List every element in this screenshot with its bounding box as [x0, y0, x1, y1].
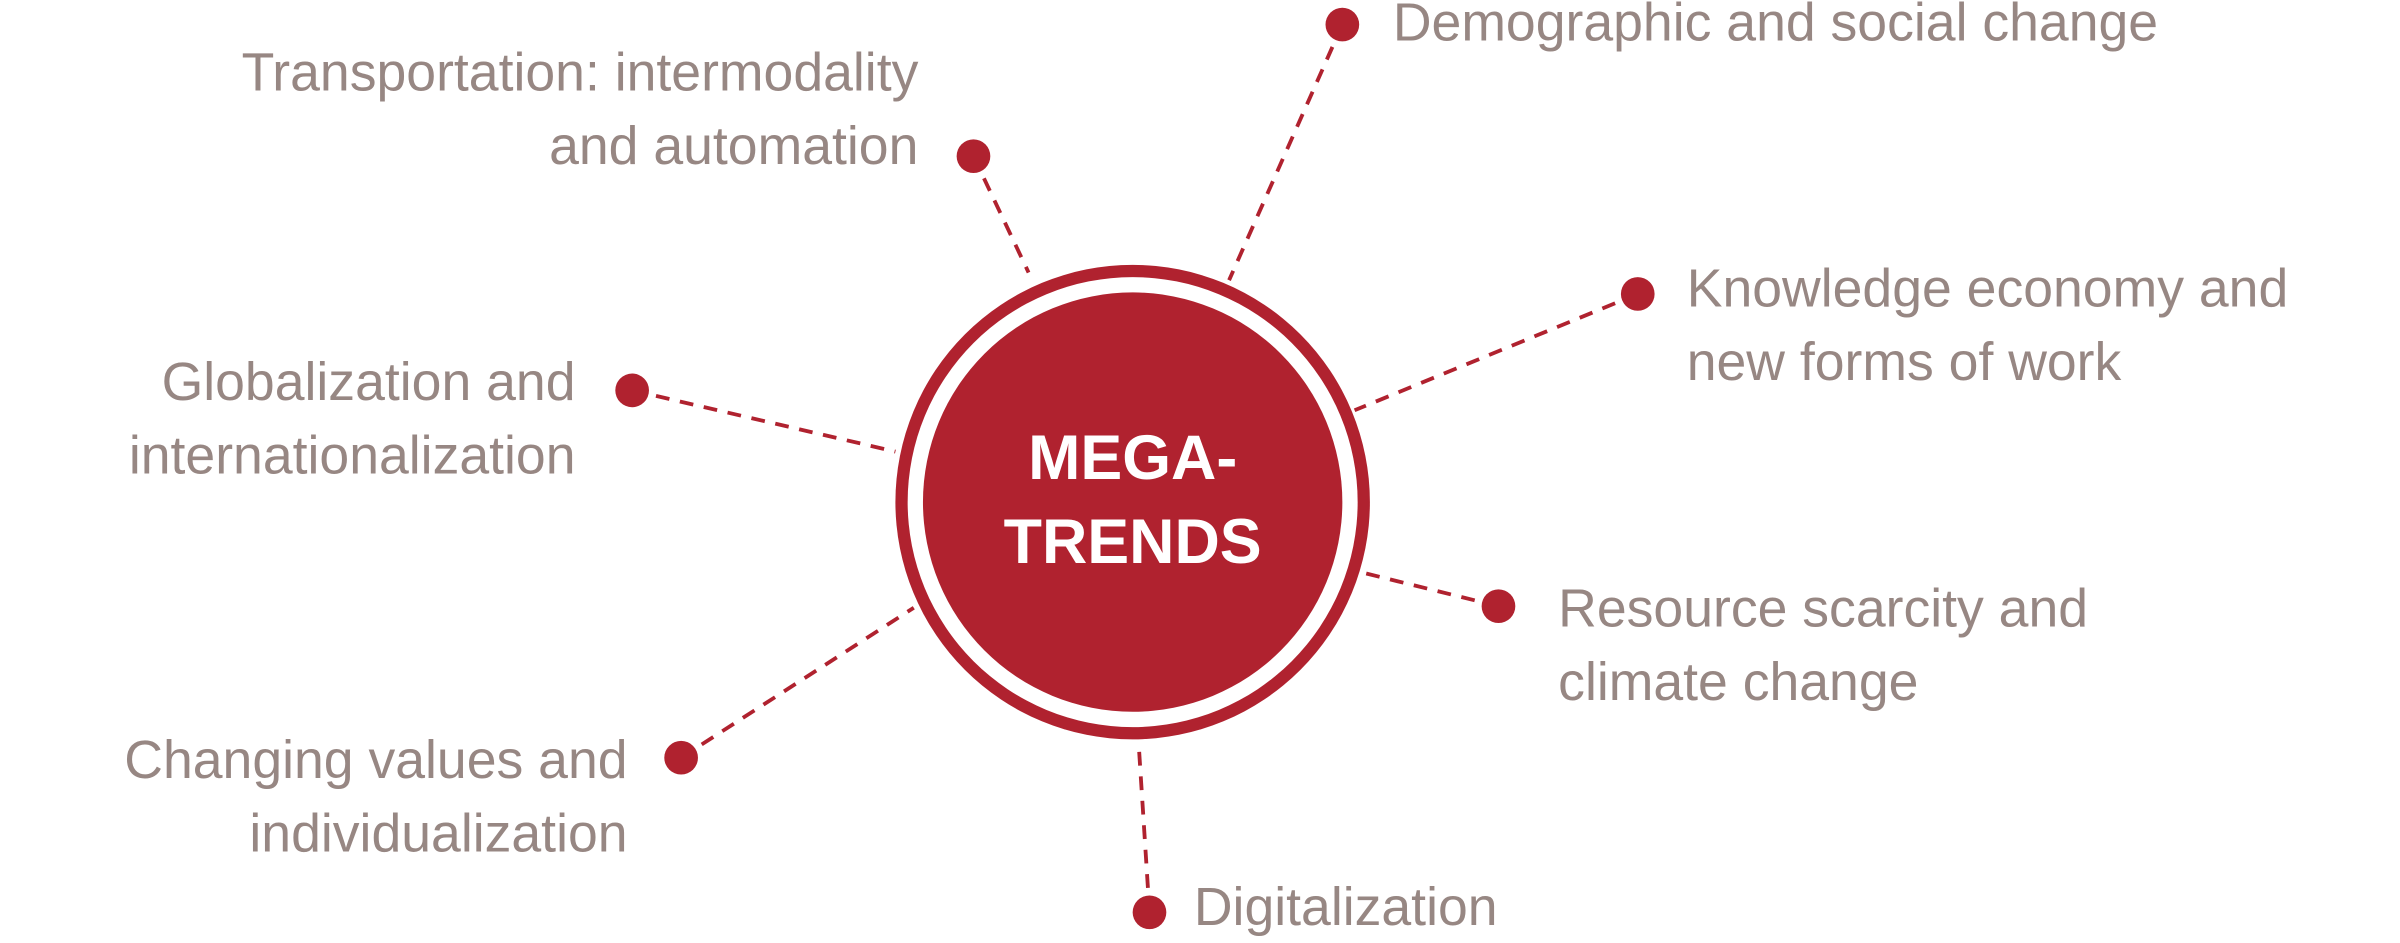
connector: [1353, 292, 1639, 413]
connector: [1361, 570, 1499, 609]
connector: [971, 155, 1031, 274]
connector: [1227, 23, 1345, 281]
node-label: Resource scarcity and: [1558, 579, 2088, 638]
node-dot: [1481, 589, 1516, 624]
node-label: Digitalization: [1194, 878, 1498, 937]
node-label: and automation: [549, 117, 918, 176]
node-dot: [1620, 277, 1655, 311]
node-label: internationalization: [129, 426, 576, 485]
connector: [631, 388, 896, 454]
center-label: TRENDS: [1004, 507, 1262, 577]
node-dot: [1325, 7, 1360, 42]
node-label: Globalization and: [162, 353, 576, 412]
node-dot: [956, 139, 991, 174]
node-label: Changing values and: [124, 731, 627, 790]
center-label: MEGA-: [1028, 423, 1237, 493]
node-dot: [615, 373, 649, 408]
node-label: Demographic and social change: [1393, 0, 2158, 52]
center-circle: [922, 292, 1343, 712]
connector: [680, 606, 915, 760]
node-label: climate change: [1558, 653, 1918, 712]
node-label: Knowledge economy and: [1687, 260, 2289, 319]
connector: [1136, 745, 1152, 913]
node-dot: [664, 740, 698, 775]
node-label: individualization: [249, 804, 627, 863]
node-label: Transportation: intermodality: [242, 44, 919, 103]
node-label: new forms of work: [1687, 333, 2122, 392]
node-dot: [1132, 895, 1167, 930]
